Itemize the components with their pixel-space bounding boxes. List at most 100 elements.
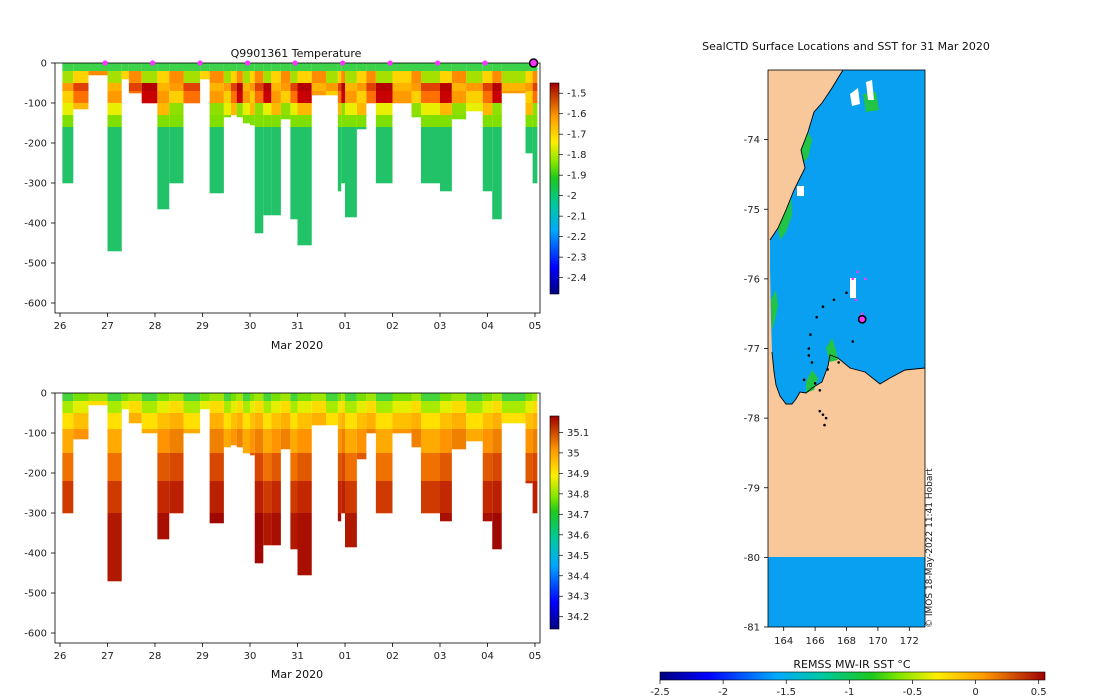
salinity-profile-cell	[280, 433, 291, 438]
salinity-profile-cell	[532, 493, 538, 498]
temperature-profile-cell	[341, 155, 345, 160]
salinity-profile-cell	[532, 397, 538, 402]
temperature-profile-cell	[341, 111, 345, 116]
salinity-profile-cell	[297, 497, 312, 502]
temperature-profile-cell	[280, 103, 291, 108]
salinity-profile-cell	[297, 485, 312, 490]
temperature-profile-cell	[297, 187, 312, 192]
temperature-profile-cell	[62, 139, 74, 144]
temperature-profile-cell	[482, 67, 493, 72]
salinity-profile-cell	[421, 477, 440, 482]
salinity-profile-cell	[290, 449, 298, 454]
salinity-profile-cell	[157, 493, 170, 498]
temperature-profile-cell	[492, 215, 502, 220]
temperature-profile-cell	[290, 95, 298, 100]
salinity-profile-cell	[482, 505, 493, 510]
temperature-profile-cell	[209, 75, 224, 80]
temperature-profile-cell	[290, 79, 298, 84]
salinity-profile-cell	[254, 429, 264, 434]
salinity-profile-cell	[492, 509, 502, 514]
temperature-profile-cell	[62, 63, 74, 68]
salinity-profile-cell	[183, 429, 201, 434]
temperature-profile-cell	[421, 139, 440, 144]
salinity-profile-cell	[231, 413, 237, 418]
temperature-profile-cell	[345, 83, 357, 88]
salinity-profile-cell	[337, 449, 342, 454]
salinity-profile-cell	[183, 421, 201, 426]
temperature-profile-cell	[297, 123, 312, 128]
temperature-profile-cell	[482, 75, 493, 80]
salinity-profile-cell	[482, 481, 493, 486]
salinity-profile-cell	[169, 469, 184, 474]
salinity-profile-cell	[492, 445, 502, 450]
temperature-profile-cell	[341, 79, 345, 84]
temperature-profile-cell	[345, 191, 357, 196]
salinity-profile-cell	[411, 421, 421, 426]
salinity-profile-cell	[492, 401, 502, 406]
track-point	[860, 312, 864, 315]
temperature-x-tick-label: 30	[244, 321, 257, 332]
salinity-profile-cell	[62, 409, 74, 414]
temperature-profile-cell	[440, 67, 452, 72]
salinity-profile-cell	[254, 445, 264, 450]
salinity-profile-cell	[200, 405, 210, 410]
temperature-profile-cell	[169, 75, 184, 80]
salinity-profile-cell	[341, 437, 345, 442]
salinity-profile-cell	[492, 417, 502, 422]
salinity-profile-cell	[271, 461, 281, 466]
salinity-profile-cell	[250, 437, 255, 442]
temperature-profile-cell	[62, 75, 74, 80]
temperature-profile-cell	[411, 67, 421, 72]
temperature-profile-cell	[492, 171, 502, 176]
temperature-profile-cell	[440, 187, 452, 192]
salinity-profile-cell	[107, 465, 122, 470]
salinity-profile-cell	[421, 405, 440, 410]
temperature-profile-cell	[440, 87, 452, 92]
temperature-profile-cell	[532, 87, 538, 92]
temperature-profile-cell	[366, 75, 376, 80]
temperature-profile-cell	[128, 79, 142, 84]
temperature-profile-cell	[209, 191, 224, 194]
temperature-profile-cell	[290, 151, 298, 156]
salinity-profile-cell	[107, 481, 122, 486]
salinity-profile-cell	[532, 429, 538, 434]
salinity-profile-cell	[482, 393, 493, 398]
salinity-profile-cell	[250, 405, 255, 410]
salinity-profile-cell	[297, 465, 312, 470]
salinity-profile-cell	[356, 425, 367, 430]
salinity-profile-cell	[345, 437, 357, 442]
salinity-profile-cell	[297, 553, 312, 558]
salinity-profile-cell	[223, 437, 231, 442]
salinity-profile-cell	[297, 401, 312, 406]
temperature-profile-cell	[209, 159, 224, 164]
temperature-profile-cell	[337, 95, 342, 100]
map-x-tick-label: 166	[806, 636, 825, 647]
salinity-profile-cell	[326, 409, 338, 414]
salinity-profile-cell	[88, 393, 108, 398]
temperature-profile-cell	[482, 163, 493, 168]
temperature-profile-cell	[501, 79, 526, 84]
temperature-profile-cell	[157, 103, 170, 108]
temperature-profile-cell	[532, 99, 538, 104]
salinity-profile-cell	[271, 541, 281, 546]
salinity-profile-cell	[250, 425, 255, 430]
salinity-profile-cell	[297, 449, 312, 454]
temperature-profile-cell	[107, 159, 122, 164]
salinity-profile-cell	[525, 449, 533, 454]
salinity-profile-cell	[254, 457, 264, 462]
salinity-profile-cell	[73, 405, 89, 410]
salinity-profile-cell	[209, 457, 224, 462]
temperature-profile-cell	[421, 87, 440, 92]
salinity-profile-cell	[157, 501, 170, 506]
salinity-profile-cell	[157, 461, 170, 466]
temperature-profile-cell	[297, 223, 312, 228]
temperature-profile-cell	[107, 227, 122, 232]
temperature-profile-cell	[440, 107, 452, 112]
temperature-profile-cell	[345, 203, 357, 208]
temperature-profile-cell	[157, 127, 170, 132]
salinity-profile-cell	[209, 393, 224, 398]
temperature-profile-cell	[223, 87, 231, 92]
salinity-profile-cell	[290, 425, 298, 430]
salinity-colorbar-tick-label: 34.3	[567, 592, 589, 603]
temperature-profile-cell	[254, 103, 264, 108]
